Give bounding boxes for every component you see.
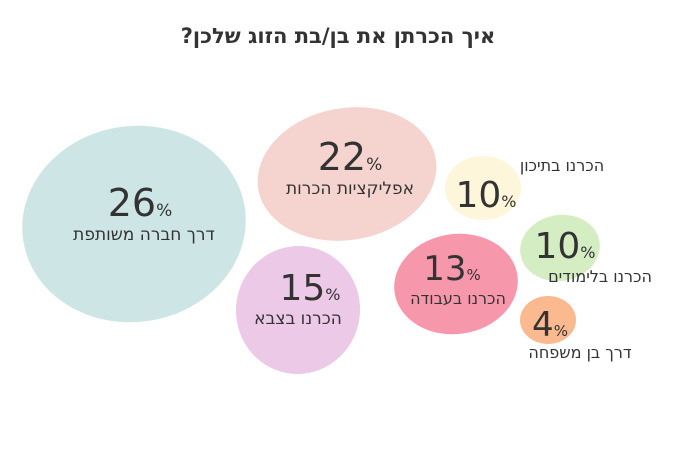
bubble-value: 13% bbox=[423, 249, 481, 289]
bubble-value: 22% bbox=[318, 135, 383, 179]
bubble-value: 10% bbox=[534, 226, 595, 267]
bubble-shape bbox=[520, 214, 600, 282]
bubble-5: 10%הכרנו בתיכון bbox=[445, 156, 604, 220]
bubble-shape bbox=[394, 233, 518, 335]
bubble-4: 13%הכרנו בעבודה bbox=[394, 233, 518, 335]
bubble-label: הכרנו בצבא bbox=[254, 309, 342, 329]
bubble-label: הכרנו בלימודים bbox=[548, 267, 652, 286]
bubble-shape bbox=[445, 156, 521, 220]
bubble-3: 15%הכרנו בצבא bbox=[235, 246, 361, 374]
bubble-7: 4%דרך בן משפחה bbox=[520, 296, 632, 362]
bubble-shape bbox=[22, 125, 246, 323]
bubble-label: אפליקציות הכרות bbox=[286, 179, 414, 199]
bubble-value: 15% bbox=[279, 268, 340, 309]
bubble-1: 26%דרך חברה משותפת bbox=[22, 125, 246, 323]
bubble-2: 22%אפליקציות הכרות bbox=[257, 107, 437, 241]
bubble-label: דרך בן משפחה bbox=[528, 343, 632, 362]
bubble-6: 10%הכרנו בלימודים bbox=[520, 214, 652, 286]
bubble-value: 4% bbox=[532, 305, 568, 345]
bubble-shape bbox=[235, 246, 361, 374]
bubble-shape bbox=[257, 107, 437, 241]
bubble-value: 10% bbox=[455, 175, 516, 216]
bubble-label: הכרנו בתיכון bbox=[520, 156, 604, 175]
bubble-label: הכרנו בעבודה bbox=[410, 289, 506, 308]
bubble-value: 26% bbox=[108, 181, 173, 225]
bubble-label: דרך חברה משותפת bbox=[73, 225, 215, 245]
bubble-shape bbox=[520, 296, 576, 344]
chart-title: איך הכרתן את בן/בת הזוג שלכן? bbox=[180, 24, 496, 48]
